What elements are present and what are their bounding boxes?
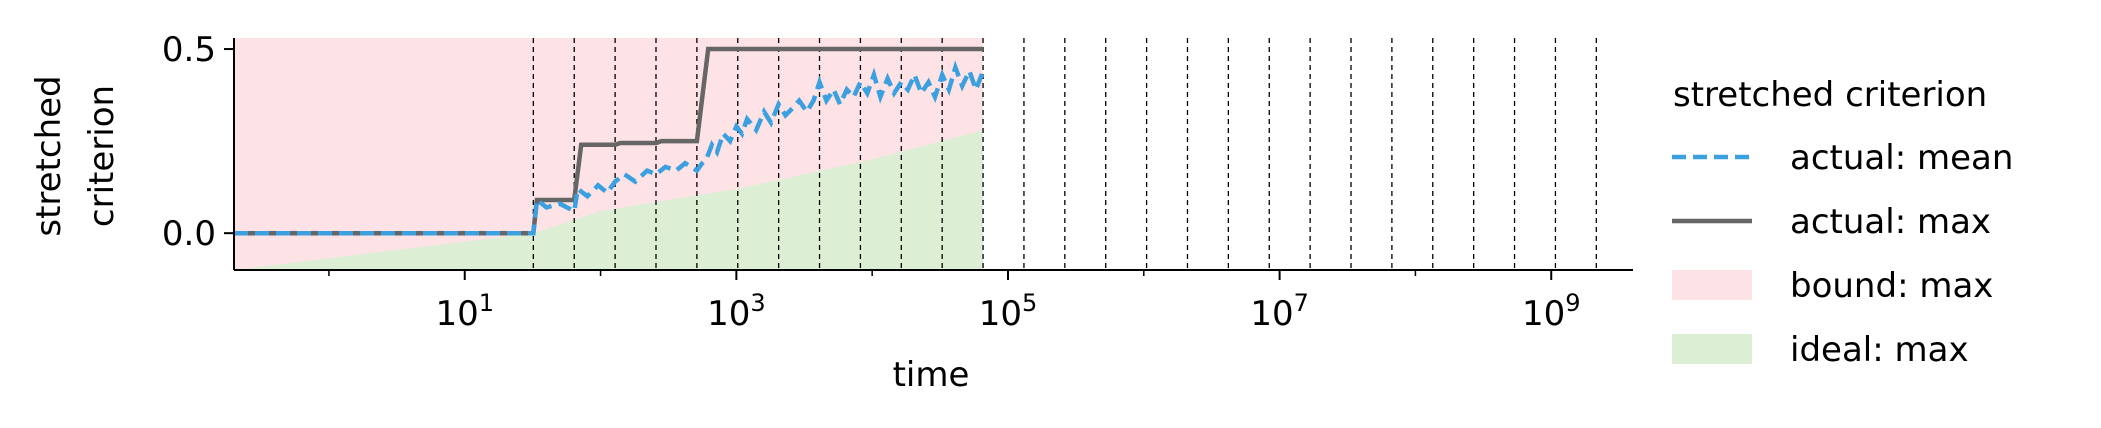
legend-label: actual: mean: [1790, 138, 2013, 178]
x-tick-label: 103: [707, 289, 766, 334]
series-line-actual-max: [234, 46, 984, 236]
x-ticks: 101 103 105 107 109: [435, 270, 1581, 334]
ideal-area: [234, 130, 984, 270]
legend-title: stretched criterion: [1673, 75, 1987, 115]
y-tick-label: 0.5: [162, 30, 216, 70]
y-axis-label-line-1: stretched: [29, 75, 69, 236]
phase-lines: [532, 38, 1597, 270]
y-axis-label: stretched criterion: [29, 75, 122, 236]
y-tick-label: 0.0: [162, 214, 216, 254]
legend-swatch: [1672, 270, 1752, 300]
legend-item: ideal: max: [1672, 330, 1969, 370]
legend-label: bound: max: [1790, 266, 1993, 306]
legend-label: actual: max: [1790, 202, 1991, 242]
x-tick-base: 10: [1250, 294, 1293, 334]
legend-item: bound: max: [1672, 266, 1993, 306]
y-axis-label-line-2: criterion: [82, 85, 122, 227]
x-tick-base: 10: [1522, 294, 1565, 334]
plot-area: [234, 38, 1597, 270]
x-tick-label: 109: [1522, 289, 1581, 334]
legend-item: actual: max: [1672, 202, 1991, 242]
x-minor-ticks: [328, 270, 1417, 276]
x-tick-base: 10: [435, 294, 478, 334]
series-line-actual-mean: [234, 60, 986, 236]
legend-swatch: [1672, 334, 1752, 364]
axes: 0.00.5 101 103 105 107 109: [162, 30, 1633, 334]
legend-label: ideal: max: [1790, 330, 1969, 370]
x-tick-label: 107: [1250, 289, 1309, 334]
y-ticks: 0.0 0.5: [162, 30, 234, 254]
x-tick-exponent: 5: [1022, 289, 1037, 317]
x-tick-label: 101: [435, 289, 494, 334]
x-tick-base: 10: [979, 294, 1022, 334]
x-tick-base: 10: [707, 294, 750, 334]
x-tick-exponent: 7: [1294, 289, 1309, 317]
legend-item: actual: mean: [1672, 138, 2013, 178]
legend: stretched criterion actual: meanactual: …: [1672, 75, 2013, 370]
x-tick-exponent: 1: [479, 289, 494, 317]
x-tick-label: 105: [979, 289, 1038, 334]
x-tick-exponent: 3: [750, 289, 765, 317]
x-tick-exponent: 9: [1565, 289, 1580, 317]
legend-items: actual: mean actual: max bound: max ideal: …: [1672, 138, 2013, 370]
x-axis-label: time: [893, 355, 970, 395]
